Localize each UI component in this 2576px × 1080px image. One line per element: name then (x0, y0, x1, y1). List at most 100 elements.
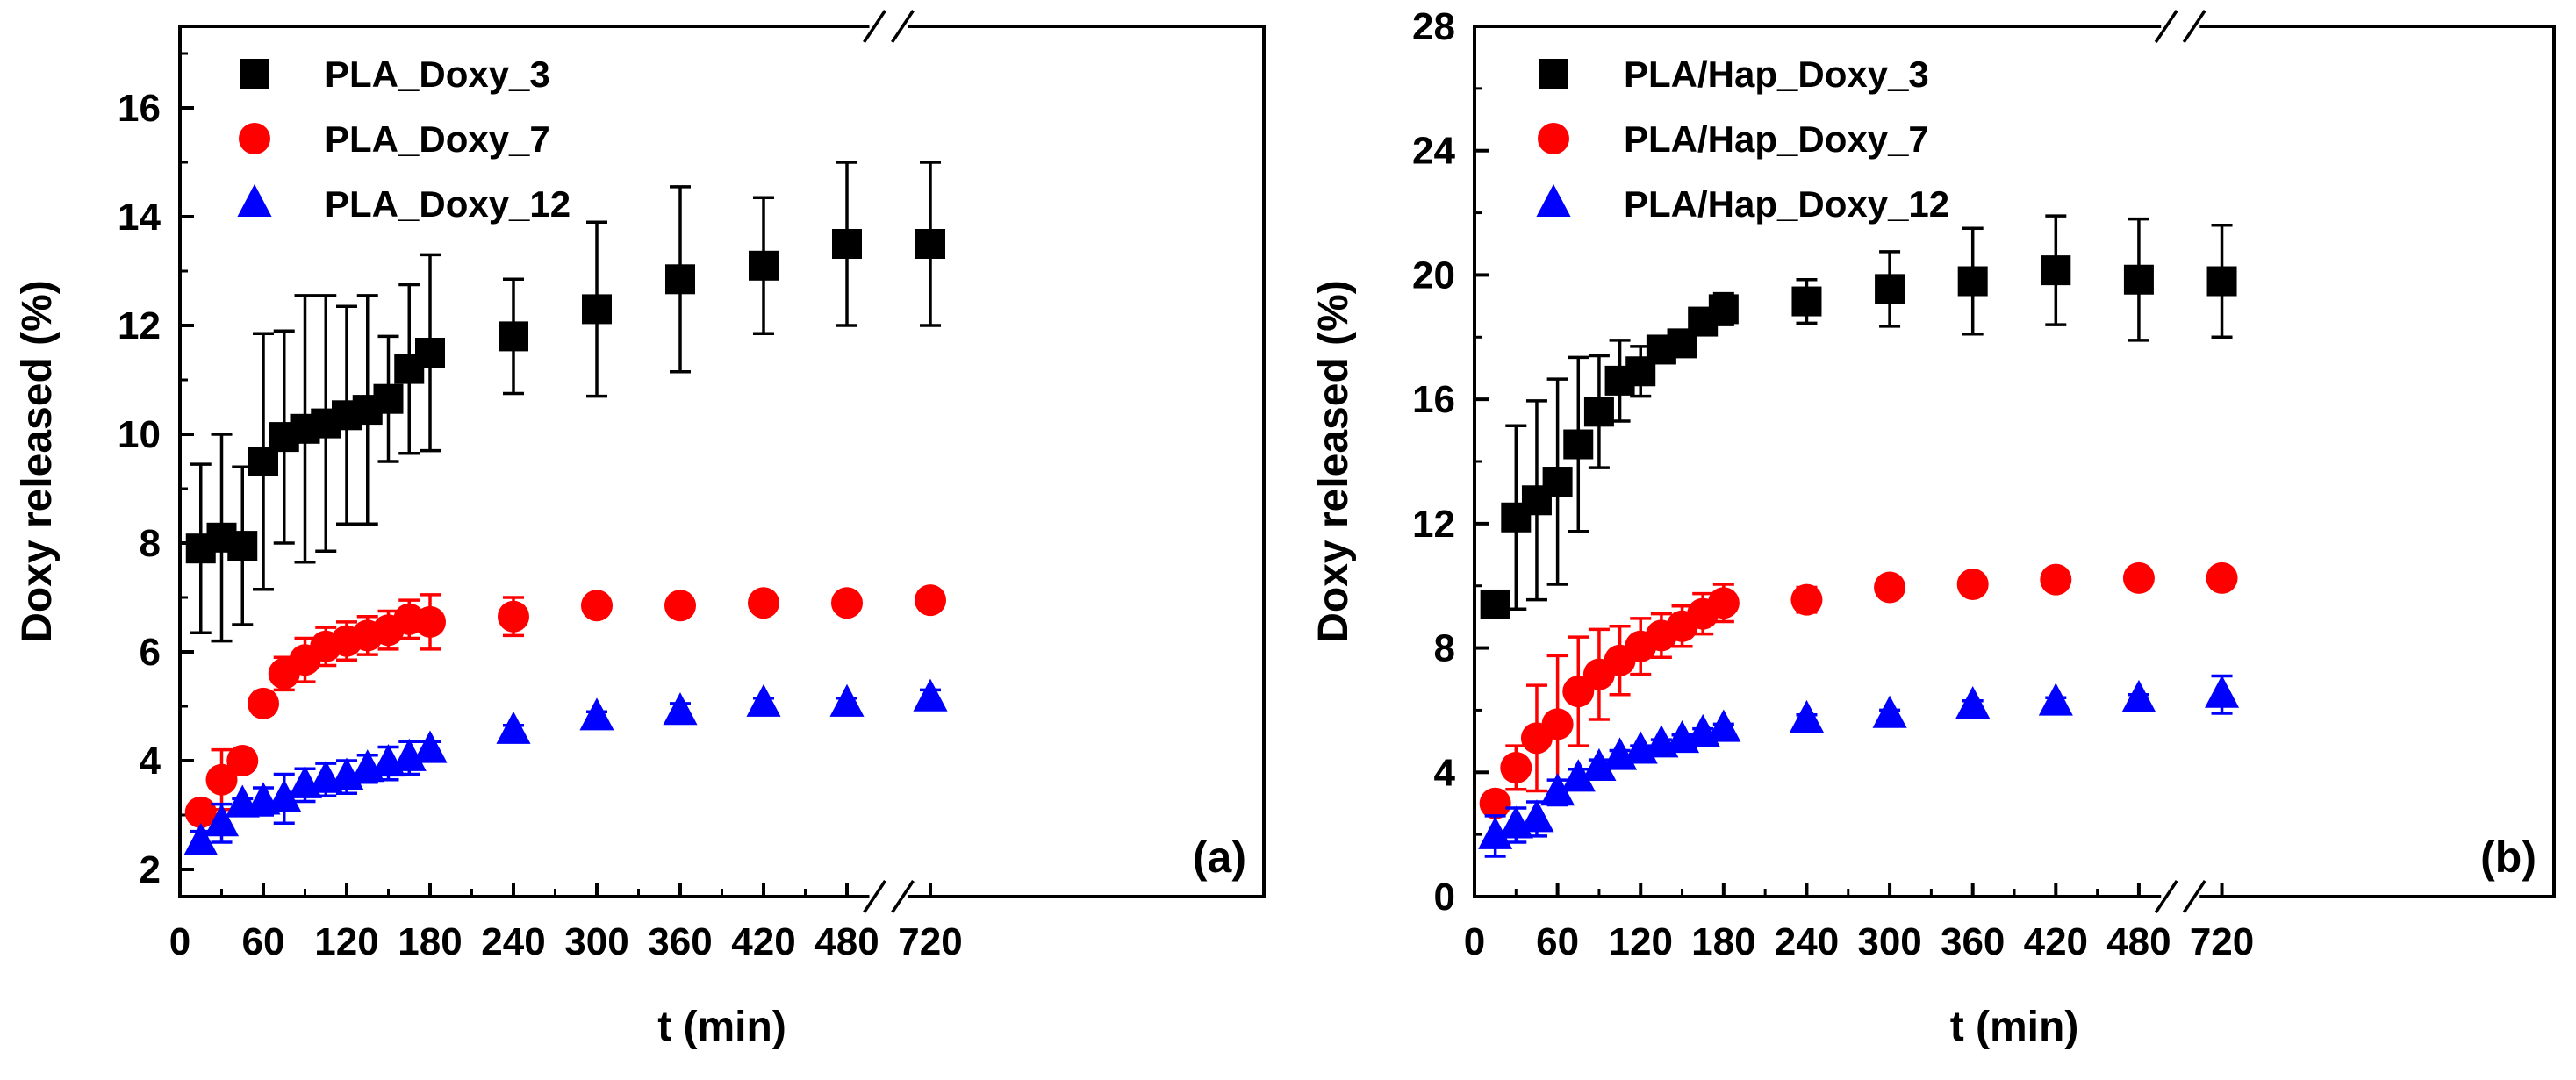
chart-panel-a: 0 60 120 180 240 300 360 420 480 720 2 4 6 8 10 12 14 16 t… (14, 10, 1266, 1050)
x-tick-label: 300 (564, 920, 628, 963)
x-tick-label: 720 (898, 920, 962, 963)
y-tick-label: 8 (1434, 627, 1455, 670)
x-tick-label: 60 (1536, 920, 1579, 963)
legend-marker (1536, 183, 1571, 217)
data-point (227, 531, 258, 561)
data-point (1957, 266, 1988, 297)
y-tick-label: 4 (1434, 751, 1456, 794)
x-tick-label: 180 (398, 920, 462, 963)
data-point (415, 338, 445, 368)
legend-entry: PLA_Doxy_12 (237, 183, 570, 225)
data-point (579, 697, 614, 731)
data-point (1874, 571, 1906, 604)
data-point (663, 692, 698, 726)
data-point (829, 683, 865, 717)
data-point (2041, 255, 2071, 286)
y-tick-label: 28 (1412, 5, 1455, 48)
x-tick-label: 240 (481, 920, 545, 963)
x-tick-label: 480 (2106, 920, 2171, 963)
data-point (1872, 695, 1907, 728)
y-tick-label: 4 (140, 740, 161, 783)
data-point (1791, 286, 1822, 317)
y-tick-label: 24 (1412, 130, 1455, 173)
axis-break-mark (863, 880, 886, 913)
x-tick-label: 360 (648, 920, 712, 963)
legend-label: PLA/Hap_Doxy_3 (1624, 54, 1929, 95)
y-tick-label: 20 (1412, 254, 1455, 297)
x-axis-title: t (min) (657, 1004, 786, 1050)
series-PLA/Hap_Doxy_3 (1480, 214, 2237, 619)
y-tick-label: 10 (118, 413, 161, 456)
x-tick-label: 360 (1941, 920, 2005, 963)
legend-marker (239, 123, 270, 154)
x-tick-label: 300 (1857, 920, 1921, 963)
legend-label: PLA_Doxy_7 (325, 118, 550, 160)
legend-marker (1539, 59, 1568, 89)
series-PLA/Hap_Doxy_12 (1478, 674, 2240, 858)
legend-entry: PLA/Hap_Doxy_3 (1539, 54, 1929, 95)
axis-break-gap (869, 890, 908, 904)
data-point (1479, 787, 1511, 819)
x-tick-label: 420 (731, 920, 795, 963)
data-point (2206, 266, 2237, 297)
axis-break-gap (2161, 19, 2200, 33)
legend-label: PLA_Doxy_3 (325, 54, 550, 95)
data-point (915, 584, 946, 617)
data-point (1562, 676, 1595, 708)
data-point (1500, 751, 1532, 783)
data-point (1540, 773, 1575, 806)
data-point (226, 745, 259, 776)
data-point (1875, 274, 1905, 304)
y-tick-label: 0 (1434, 876, 1455, 919)
data-point (183, 822, 219, 855)
data-point (831, 587, 863, 619)
data-point (498, 600, 529, 633)
y-tick-label: 16 (1412, 378, 1455, 421)
y-axis-title: Doxy released (%) (1310, 280, 1357, 643)
data-point (2122, 561, 2155, 594)
series-PLA/Hap_Doxy_7 (1479, 561, 2238, 819)
data-point (2038, 683, 2073, 716)
data-point (2121, 679, 2156, 713)
data-point (748, 587, 779, 619)
legend-marker (1538, 123, 1569, 154)
legend-entry: PLA_Doxy_7 (239, 118, 550, 160)
x-tick-label: 180 (1691, 920, 1755, 963)
legend-entry: PLA_Doxy_3 (240, 54, 550, 95)
y-axis-title: Doxy released (%) (14, 280, 61, 643)
data-point (832, 229, 862, 259)
y-tick-label: 8 (140, 522, 161, 565)
legend-entry: PLA/Hap_Doxy_7 (1538, 118, 1929, 160)
data-point (391, 738, 427, 771)
y-tick-label: 12 (1412, 503, 1455, 546)
data-point (1541, 708, 1574, 740)
data-point (665, 264, 695, 295)
axis-break-mark (2154, 10, 2178, 43)
data-point (267, 779, 302, 812)
x-tick-label: 480 (814, 920, 879, 963)
data-point (749, 250, 779, 281)
y-tick-label: 12 (118, 304, 161, 347)
data-point (1956, 568, 1989, 600)
data-point (413, 730, 448, 763)
legend-label: PLA/Hap_Doxy_12 (1624, 183, 1949, 225)
x-tick-label: 0 (1464, 920, 1485, 963)
data-point (1542, 467, 1573, 497)
y-tick-label: 16 (118, 87, 161, 130)
axis-break-gap (869, 19, 908, 33)
data-point (205, 763, 238, 796)
legend-marker (237, 183, 272, 217)
axis-break-mark (2154, 880, 2178, 913)
x-tick-label: 0 (169, 920, 190, 963)
axis-break-gap (2161, 890, 2200, 904)
data-point (373, 383, 404, 414)
data-point (664, 590, 696, 622)
data-point (248, 687, 279, 719)
data-point (1478, 816, 1513, 849)
panel-label: (b) (2480, 833, 2537, 882)
data-point (1706, 709, 1741, 742)
data-point (582, 294, 612, 325)
data-point (2204, 675, 2240, 708)
data-point (2123, 264, 2154, 295)
